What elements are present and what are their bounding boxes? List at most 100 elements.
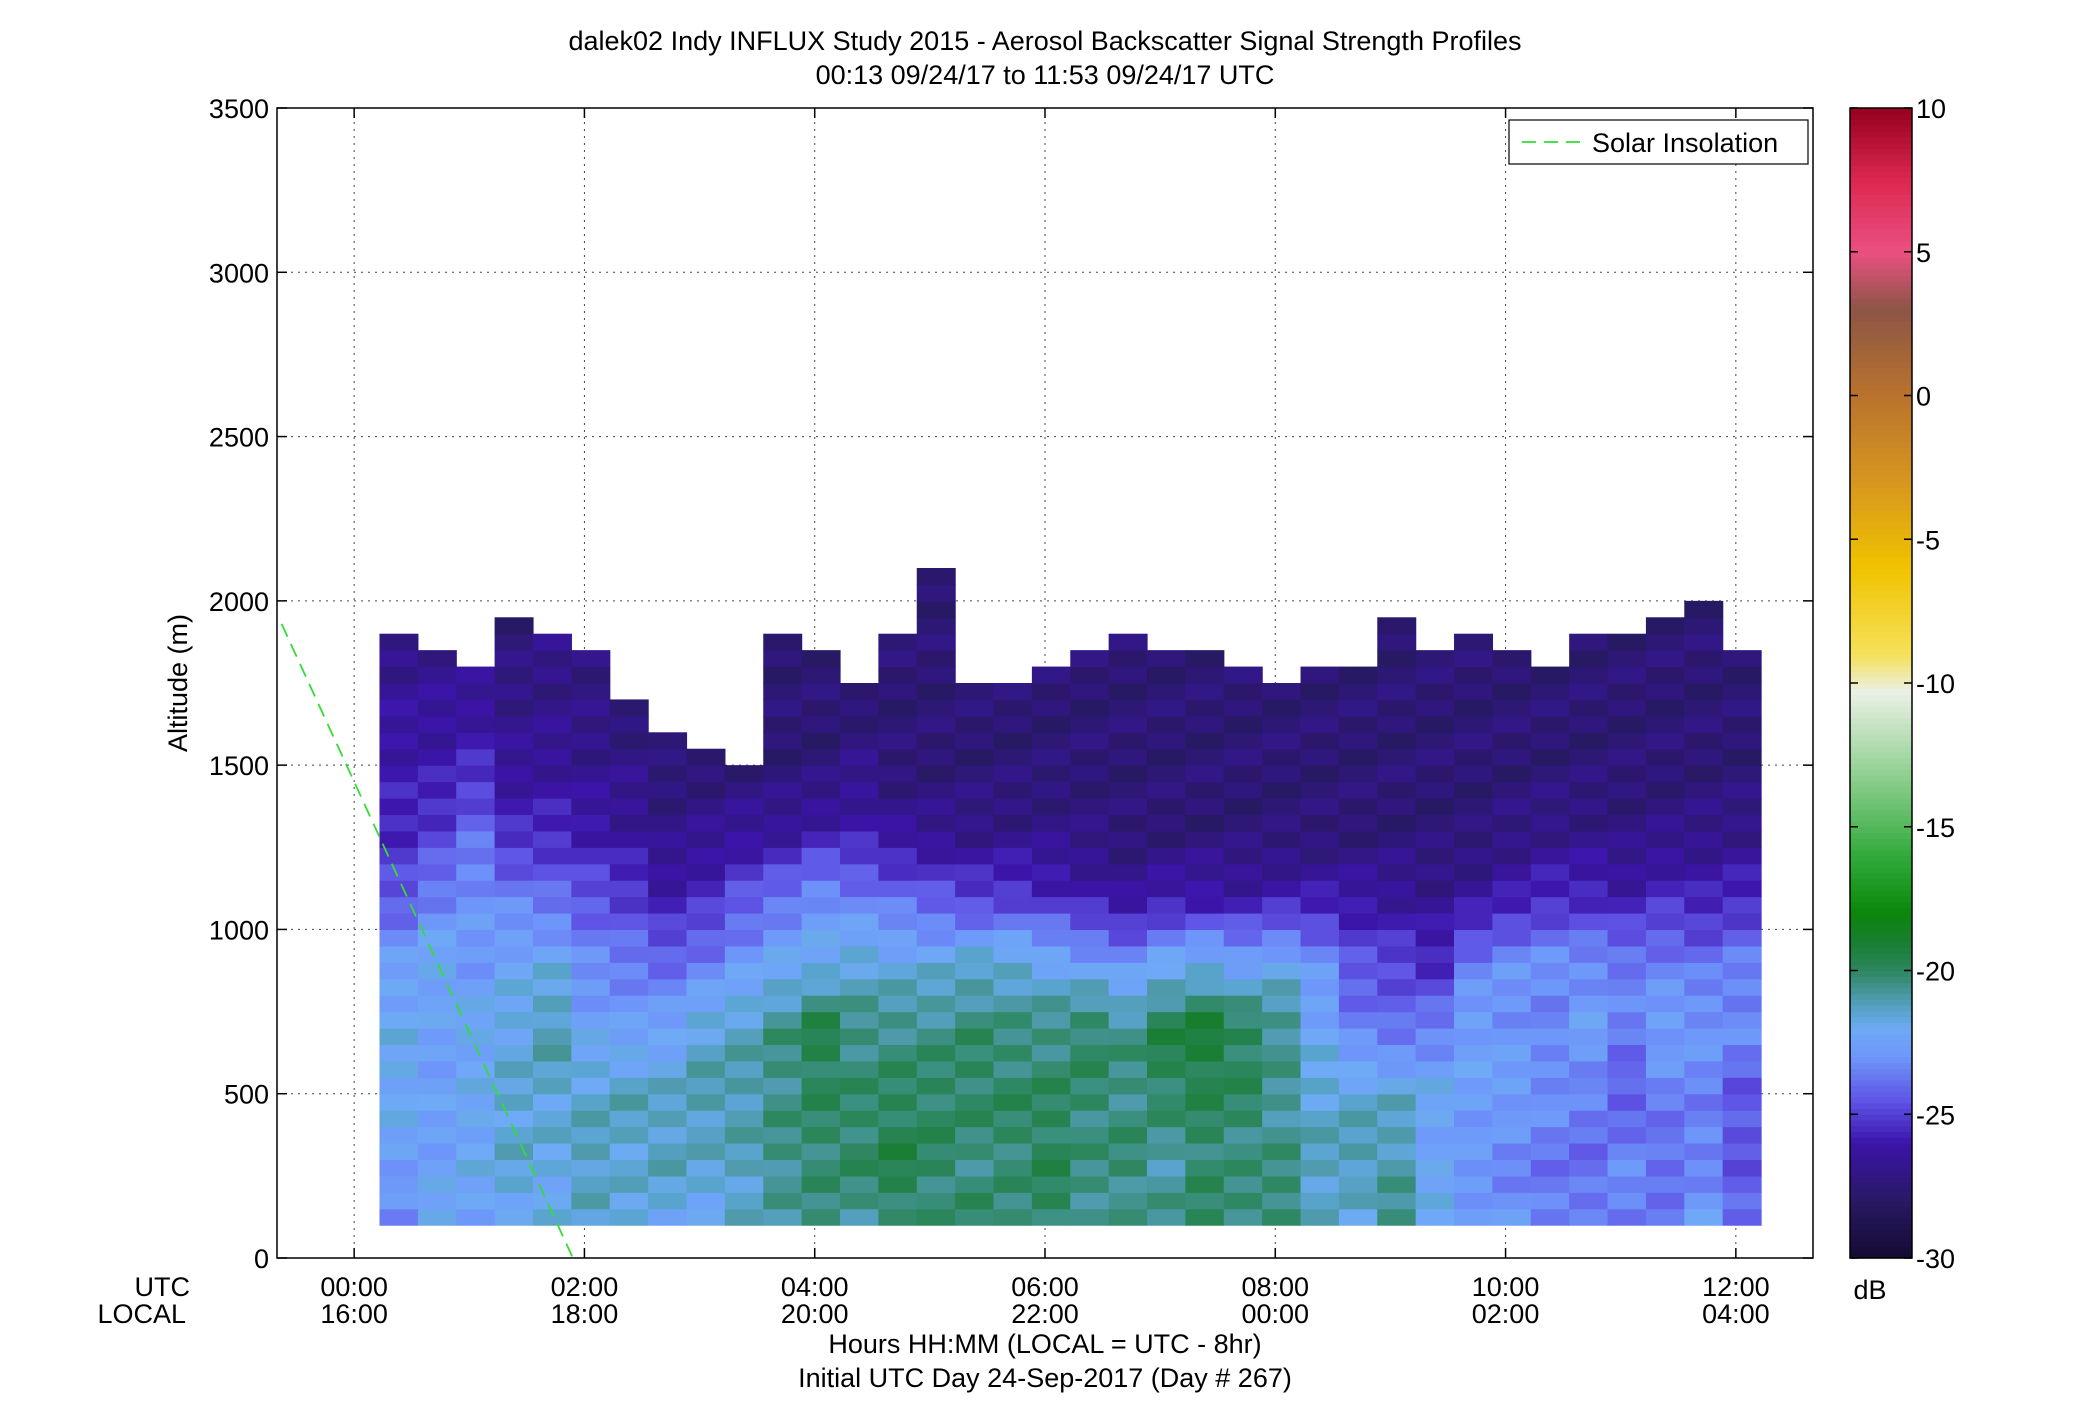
heatmap-cell <box>1569 683 1609 701</box>
heatmap-cell <box>1454 847 1494 865</box>
heatmap-cell <box>840 1159 879 1177</box>
heatmap-cell <box>1147 1159 1186 1177</box>
heatmap-cell <box>724 880 764 898</box>
heatmap-cell <box>1070 847 1110 865</box>
heatmap-cell <box>1262 699 1302 717</box>
heatmap-cell <box>494 715 534 733</box>
heatmap-cell <box>1645 913 1685 931</box>
heatmap-cell <box>1492 929 1532 947</box>
colorbar-segment <box>1850 159 1912 167</box>
heatmap-cell <box>609 1110 649 1128</box>
colorbar-segment <box>1850 941 1912 949</box>
heatmap-cell <box>1031 1126 1071 1144</box>
heatmap-cell <box>763 1192 803 1210</box>
heatmap-cell <box>840 1110 879 1128</box>
x-row-label-local: LOCAL <box>97 1299 186 1329</box>
heatmap-cell <box>1147 748 1186 766</box>
heatmap-cell <box>840 699 879 717</box>
heatmap-cell <box>1377 880 1417 898</box>
heatmap-cell <box>1569 863 1609 881</box>
heatmap-cell <box>993 699 1033 717</box>
heatmap-cell <box>840 1143 879 1161</box>
heatmap-cell <box>1262 830 1302 848</box>
heatmap-cell <box>878 666 918 684</box>
heatmap-cell <box>494 781 534 799</box>
heatmap-cell <box>1185 798 1225 816</box>
colorbar-segment <box>1850 780 1912 788</box>
heatmap-cell <box>456 1077 496 1095</box>
heatmap-cell <box>993 1044 1033 1062</box>
heatmap-cell <box>532 683 572 701</box>
heatmap-cell <box>955 913 995 931</box>
heatmap-cell <box>1530 1159 1570 1177</box>
heatmap-cell <box>916 650 956 668</box>
heatmap-cell <box>532 1060 572 1078</box>
heatmap-cell <box>1185 1011 1225 1029</box>
heatmap-cell <box>494 765 534 783</box>
heatmap-cell <box>1569 765 1609 783</box>
heatmap-cell <box>1338 1159 1378 1177</box>
colorbar-segment <box>1850 838 1912 845</box>
heatmap-cell <box>417 666 457 684</box>
heatmap-cell <box>1415 748 1455 766</box>
heatmap-cell <box>609 913 649 931</box>
heatmap-cell <box>1300 929 1340 947</box>
heatmap-cell <box>1454 913 1494 931</box>
heatmap-cell <box>571 945 611 963</box>
heatmap-cell <box>1147 995 1186 1013</box>
heatmap-cell <box>1185 666 1225 684</box>
heatmap-cell <box>648 830 688 848</box>
heatmap-cell <box>379 880 419 898</box>
heatmap-cell <box>993 683 1033 701</box>
colorbar-segment <box>1850 803 1912 811</box>
heatmap-cell <box>1454 896 1494 914</box>
heatmap-cell <box>379 1175 419 1193</box>
heatmap-cell <box>1607 1093 1647 1111</box>
colorbar-segment <box>1850 401 1912 408</box>
heatmap-cell <box>1415 945 1455 963</box>
heatmap-cell <box>1645 683 1685 701</box>
heatmap-cell <box>571 1077 611 1095</box>
heatmap-cell <box>1185 995 1225 1013</box>
heatmap-cell <box>1223 683 1263 701</box>
heatmap-cell <box>494 814 534 832</box>
heatmap-cell <box>379 1077 419 1095</box>
colorbar-segment <box>1850 901 1912 908</box>
heatmap-cell <box>686 1077 726 1095</box>
heatmap-cell <box>1147 1077 1186 1095</box>
heatmap-cell <box>1031 913 1071 931</box>
heatmap-cell <box>1569 798 1609 816</box>
colorbar-segment <box>1850 746 1912 753</box>
colorbar-segment <box>1850 194 1912 201</box>
colorbar-segment <box>1850 384 1912 391</box>
heatmap-cell <box>1031 1077 1071 1095</box>
heatmap-cell <box>417 1044 457 1062</box>
heatmap-cell <box>532 1208 572 1226</box>
heatmap-cell <box>1147 863 1186 881</box>
colorbar-segment <box>1850 1033 1912 1041</box>
colorbar-segment <box>1850 1022 1912 1029</box>
heatmap-cell <box>532 913 572 931</box>
y-tick-label: 1500 <box>209 751 269 781</box>
heatmap-cell <box>1684 650 1724 668</box>
heatmap-cell <box>840 715 879 733</box>
heatmap-cell <box>724 1175 764 1193</box>
colorbar-segment <box>1850 1102 1912 1110</box>
heatmap-cell <box>1262 1208 1302 1226</box>
heatmap-cell <box>1722 699 1762 717</box>
heatmap-cell <box>532 962 572 980</box>
heatmap-cell <box>955 962 995 980</box>
heatmap-cell <box>840 929 879 947</box>
heatmap-cell <box>1722 683 1762 701</box>
heatmap-cell <box>1722 896 1762 914</box>
heatmap-cell <box>763 913 803 931</box>
heatmap-cell <box>571 1060 611 1078</box>
heatmap-cell <box>763 962 803 980</box>
heatmap-cell <box>1645 1060 1685 1078</box>
colorbar-segment <box>1850 826 1912 834</box>
heatmap-cell <box>724 863 764 881</box>
heatmap-cell <box>1338 830 1378 848</box>
heatmap-cell <box>1300 1093 1340 1111</box>
heatmap-cell <box>1415 1159 1455 1177</box>
heatmap-cell <box>1377 617 1417 635</box>
